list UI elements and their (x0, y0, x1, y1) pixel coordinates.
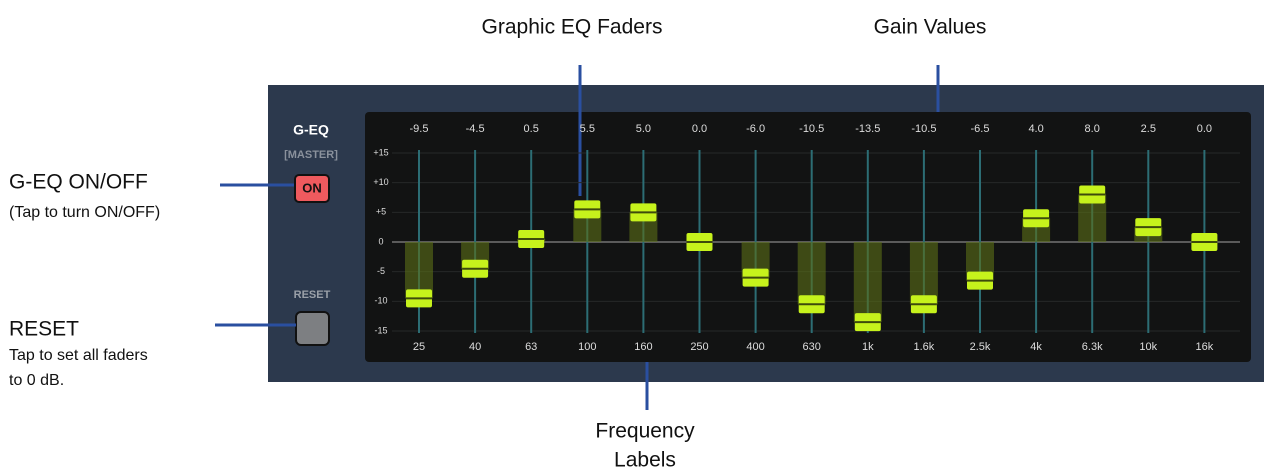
frequency-label: 25 (413, 341, 425, 353)
frequency-label: 250 (690, 341, 708, 353)
annotation-note: Tap to set all faders (9, 347, 148, 364)
frequency-label: 40 (469, 341, 481, 353)
gain-value: 0.0 (692, 123, 707, 135)
gain-value: -10.5 (911, 123, 936, 135)
frequency-label: 160 (634, 341, 652, 353)
gain-value: 0.0 (1197, 123, 1212, 135)
gain-value: -13.5 (855, 123, 880, 135)
annotation: Labels (614, 449, 676, 471)
frequency-label: 100 (578, 341, 596, 353)
gain-value: -4.5 (466, 123, 485, 135)
annotation-note: to 0 dB. (9, 372, 64, 389)
gain-value: -6.5 (971, 123, 990, 135)
gain-bar (909, 242, 938, 305)
on-button[interactable] (294, 174, 330, 203)
frequency-label: 630 (803, 341, 821, 353)
y-tick-label: +10 (373, 177, 388, 187)
gain-value: -10.5 (799, 123, 824, 135)
annotation: Frequency (595, 420, 695, 443)
gain-value: 8.0 (1085, 123, 1100, 135)
frequency-label: 16k (1196, 341, 1214, 353)
reset-label: RESET (294, 289, 331, 301)
gain-value: -9.5 (410, 123, 429, 135)
gain-value: 0.5 (524, 123, 539, 135)
gain-bar (853, 242, 882, 323)
frequency-label: 1.6k (914, 341, 935, 353)
frequency-label: 2.5k (970, 341, 991, 353)
annotation: RESET (9, 318, 79, 341)
y-tick-label: +5 (376, 207, 386, 217)
annotation: G-EQ ON/OFF (9, 171, 148, 194)
frequency-label: 400 (746, 341, 764, 353)
gain-value: 2.5 (1141, 123, 1156, 135)
gain-value: -6.0 (746, 123, 765, 135)
frequency-label: 6.3k (1082, 341, 1103, 353)
y-tick-label: 0 (378, 236, 383, 246)
callout-lines (215, 65, 940, 410)
y-tick-label: -10 (374, 296, 387, 306)
gain-value: 5.0 (636, 123, 651, 135)
eq-display (365, 112, 1251, 362)
annotation: Graphic EQ Faders (482, 16, 663, 39)
reset-button[interactable] (295, 311, 330, 346)
y-tick-label: +15 (373, 147, 388, 157)
panel-subtitle: [MASTER] (284, 149, 338, 161)
gain-bar (797, 242, 826, 305)
gain-value: 4.0 (1028, 123, 1043, 135)
gain-value: 5.5 (580, 123, 595, 135)
frequency-label: 10k (1139, 341, 1157, 353)
frequency-label: 63 (525, 341, 537, 353)
frequency-label: 4k (1030, 341, 1042, 353)
annotation-note: (Tap to turn ON/OFF) (9, 204, 160, 221)
gain-bar (405, 242, 433, 299)
frequency-label: 1k (862, 341, 874, 353)
panel-title: G-EQ (293, 122, 329, 138)
on-button-label: ON (302, 180, 322, 195)
annotation: Gain Values (874, 16, 987, 39)
y-tick-label: -5 (377, 266, 385, 276)
y-tick-label: -15 (374, 325, 387, 335)
